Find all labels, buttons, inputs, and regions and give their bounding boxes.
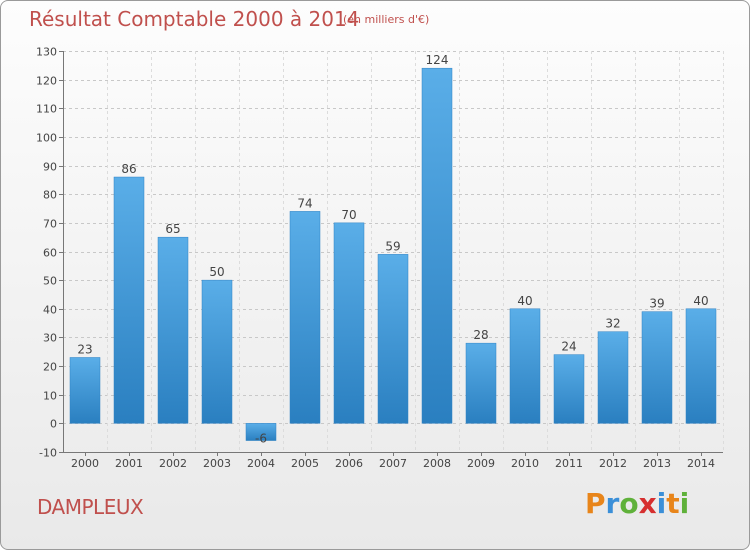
- y-tick-label: 40: [43, 304, 57, 317]
- logo-letter: i: [656, 487, 667, 520]
- y-tick-label: 130: [36, 46, 57, 59]
- y-tick-label: 50: [43, 275, 57, 288]
- bar: [289, 211, 321, 424]
- logo-letter: t: [666, 487, 680, 520]
- bar: [201, 279, 233, 424]
- chart-unit: (en milliers d'€): [343, 13, 430, 26]
- data-label: 39: [649, 297, 664, 311]
- data-label: 23: [77, 342, 92, 356]
- bar: [597, 331, 629, 424]
- x-tick-label: 2012: [599, 457, 627, 470]
- data-label: -6: [255, 432, 267, 446]
- bar: [641, 311, 673, 424]
- y-tick-label: 120: [36, 75, 57, 88]
- bar: [553, 354, 585, 424]
- data-label: 86: [121, 162, 136, 176]
- y-tick-label: 0: [50, 418, 57, 431]
- bar: [113, 176, 145, 424]
- data-label: 32: [605, 317, 620, 331]
- x-tick-label: 2008: [423, 457, 451, 470]
- bars: [69, 67, 717, 441]
- x-tick-label: 2007: [379, 457, 407, 470]
- y-tick-label: -10: [39, 447, 57, 460]
- bar: [157, 236, 189, 424]
- logo-letter: r: [605, 487, 620, 520]
- x-tick-label: 2004: [247, 457, 275, 470]
- x-tick-label: 2014: [687, 457, 715, 470]
- y-tick-label: 110: [36, 103, 57, 116]
- x-tick-label: 2013: [643, 457, 671, 470]
- x-tick-label: 2010: [511, 457, 539, 470]
- axes: [59, 51, 723, 456]
- x-tick-label: 2006: [335, 457, 363, 470]
- data-label: 65: [165, 222, 180, 236]
- data-label: 124: [426, 53, 449, 67]
- x-tick-label: 2011: [555, 457, 583, 470]
- x-tick-label: 2009: [467, 457, 495, 470]
- data-label: 40: [693, 294, 708, 308]
- data-label: 24: [561, 340, 576, 354]
- y-tick-label: 30: [43, 332, 57, 345]
- data-label: 59: [385, 239, 400, 253]
- y-tick-label: 10: [43, 390, 57, 403]
- y-tick-label: 20: [43, 361, 57, 374]
- x-tick-label: 2003: [203, 457, 231, 470]
- chart-title: Résultat Comptable 2000 à 2014: [29, 7, 360, 31]
- bar: [377, 254, 409, 424]
- proxiti-logo: Proxiti: [585, 487, 689, 520]
- x-tick-label: 2005: [291, 457, 319, 470]
- x-tick-label: 2001: [115, 457, 143, 470]
- data-label: 74: [297, 196, 312, 210]
- bar: [333, 222, 365, 424]
- y-tick-label: 90: [43, 161, 57, 174]
- y-tick-label: 70: [43, 218, 57, 231]
- logo-letter: x: [638, 487, 657, 520]
- bar: [69, 357, 101, 424]
- x-tick-label: 2000: [71, 457, 99, 470]
- labels: -10 0 10 20 30 40 50 60 70 80 90 100 110 120 130 2000 23…: [36, 46, 715, 471]
- y-tick-label: 100: [36, 132, 57, 145]
- logo-letter: i: [679, 487, 690, 520]
- x-tick-label: 2002: [159, 457, 187, 470]
- bar: [509, 308, 541, 424]
- bar: [421, 67, 453, 424]
- y-tick-label: 80: [43, 189, 57, 202]
- data-label: 40: [517, 294, 532, 308]
- y-tick-label: 60: [43, 247, 57, 260]
- commune-name: DAMPLEUX: [37, 495, 144, 519]
- bar: [465, 342, 497, 424]
- bar: [245, 423, 277, 441]
- bar: [685, 308, 717, 424]
- data-label: 50: [209, 265, 224, 279]
- data-label: 70: [341, 208, 356, 222]
- data-label: 28: [473, 328, 488, 342]
- logo-letter: P: [585, 487, 606, 520]
- logo-letter: o: [619, 487, 639, 520]
